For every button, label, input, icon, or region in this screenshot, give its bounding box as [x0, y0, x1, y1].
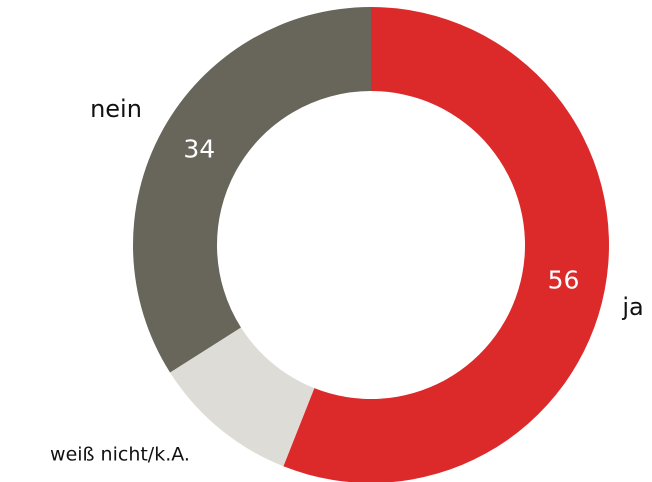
donut-segment [133, 7, 371, 373]
donut-segment [283, 7, 609, 482]
value-label: 56 [548, 266, 580, 295]
category-label: nein [90, 95, 142, 123]
value-label: 34 [183, 135, 215, 164]
category-label: ja [621, 293, 643, 321]
donut-segment [170, 327, 315, 467]
category-label: weiß nicht/k.A. [50, 444, 190, 466]
